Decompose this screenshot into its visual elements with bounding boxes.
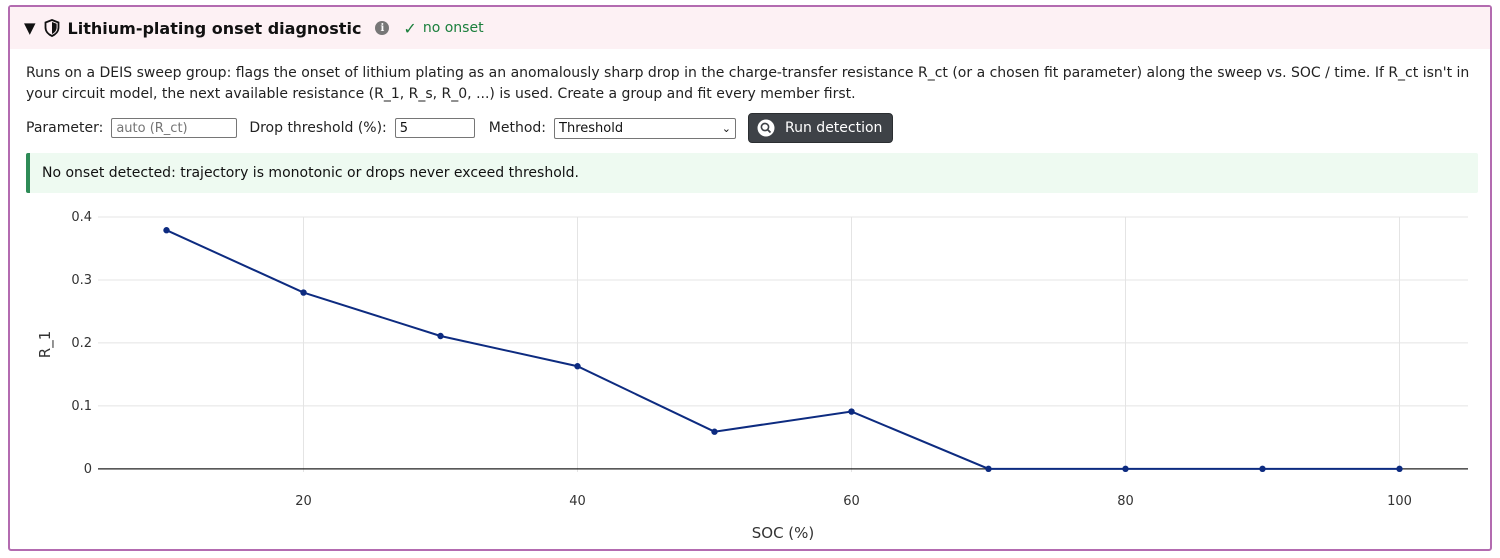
chart-series [163, 227, 1403, 473]
x-tick-label: 20 [295, 494, 312, 509]
y-tick-label: 0.3 [71, 273, 92, 288]
run-detection-button[interactable]: Run detection [748, 113, 894, 143]
series-line [166, 229, 1400, 470]
data-point [1259, 465, 1266, 473]
onset-diagnostic-panel: ▼ Lithium-plating onset diagnostic i ✓ n… [8, 5, 1492, 551]
data-point [1122, 465, 1129, 473]
threshold-input[interactable] [394, 118, 475, 138]
method-select-value: Threshold [559, 120, 624, 136]
search-icon [757, 119, 775, 137]
collapse-caret-icon[interactable]: ▼ [24, 19, 36, 37]
y-tick-label: 0.1 [71, 399, 92, 414]
x-axis-title: SOC (%) [752, 524, 815, 542]
data-point [1396, 465, 1403, 473]
data-point [574, 363, 581, 370]
data-point [711, 428, 718, 435]
checkmark-icon: ✓ [403, 18, 417, 38]
y-axis-title: R_1 [36, 331, 55, 358]
data-point [985, 465, 992, 473]
parameter-input[interactable] [111, 118, 238, 138]
data-point [300, 289, 307, 296]
chevron-down-icon: ⌄ [721, 121, 732, 135]
x-tick-label: 100 [1387, 494, 1412, 509]
data-point [437, 332, 444, 340]
method-select[interactable]: Threshold ⌄ [554, 117, 737, 139]
y-tick-label: 0 [84, 462, 92, 477]
y-tick-label: 0.4 [71, 210, 92, 225]
run-detection-label: Run detection [785, 120, 883, 136]
panel-description: Runs on a DEIS sweep group: flags the on… [26, 65, 1470, 102]
result-alert: No onset detected: trajectory is monoton… [26, 153, 1478, 193]
onset-chart: 0 0.1 0.2 0.3 0.4 20 40 60 80 100 SOC (%) R_1 [36, 210, 1468, 542]
x-tick-label: 60 [843, 494, 860, 509]
method-label: Method: [488, 120, 547, 136]
x-tick-label: 80 [1117, 494, 1134, 509]
data-point [163, 227, 170, 234]
controls-row: Parameter: Drop threshold (%): Method: T… [26, 113, 894, 143]
x-tick-label: 40 [569, 494, 586, 509]
info-icon[interactable]: i [375, 21, 390, 35]
panel-header[interactable]: ▼ Lithium-plating onset diagnostic i ✓ n… [10, 7, 1490, 49]
data-point [848, 408, 855, 415]
parameter-label: Parameter: [26, 120, 104, 136]
chart-axes: 0 0.1 0.2 0.3 0.4 20 40 60 80 100 [71, 210, 1468, 509]
threshold-label: Drop threshold (%): [249, 120, 387, 136]
panel-title: Lithium-plating onset diagnostic [67, 18, 362, 38]
y-tick-label: 0.2 [71, 336, 92, 351]
alert-text: No onset detected: trajectory is monoton… [42, 165, 579, 181]
status-text: no onset [422, 20, 484, 36]
shield-icon [44, 19, 59, 37]
chart-grid [98, 216, 1468, 472]
